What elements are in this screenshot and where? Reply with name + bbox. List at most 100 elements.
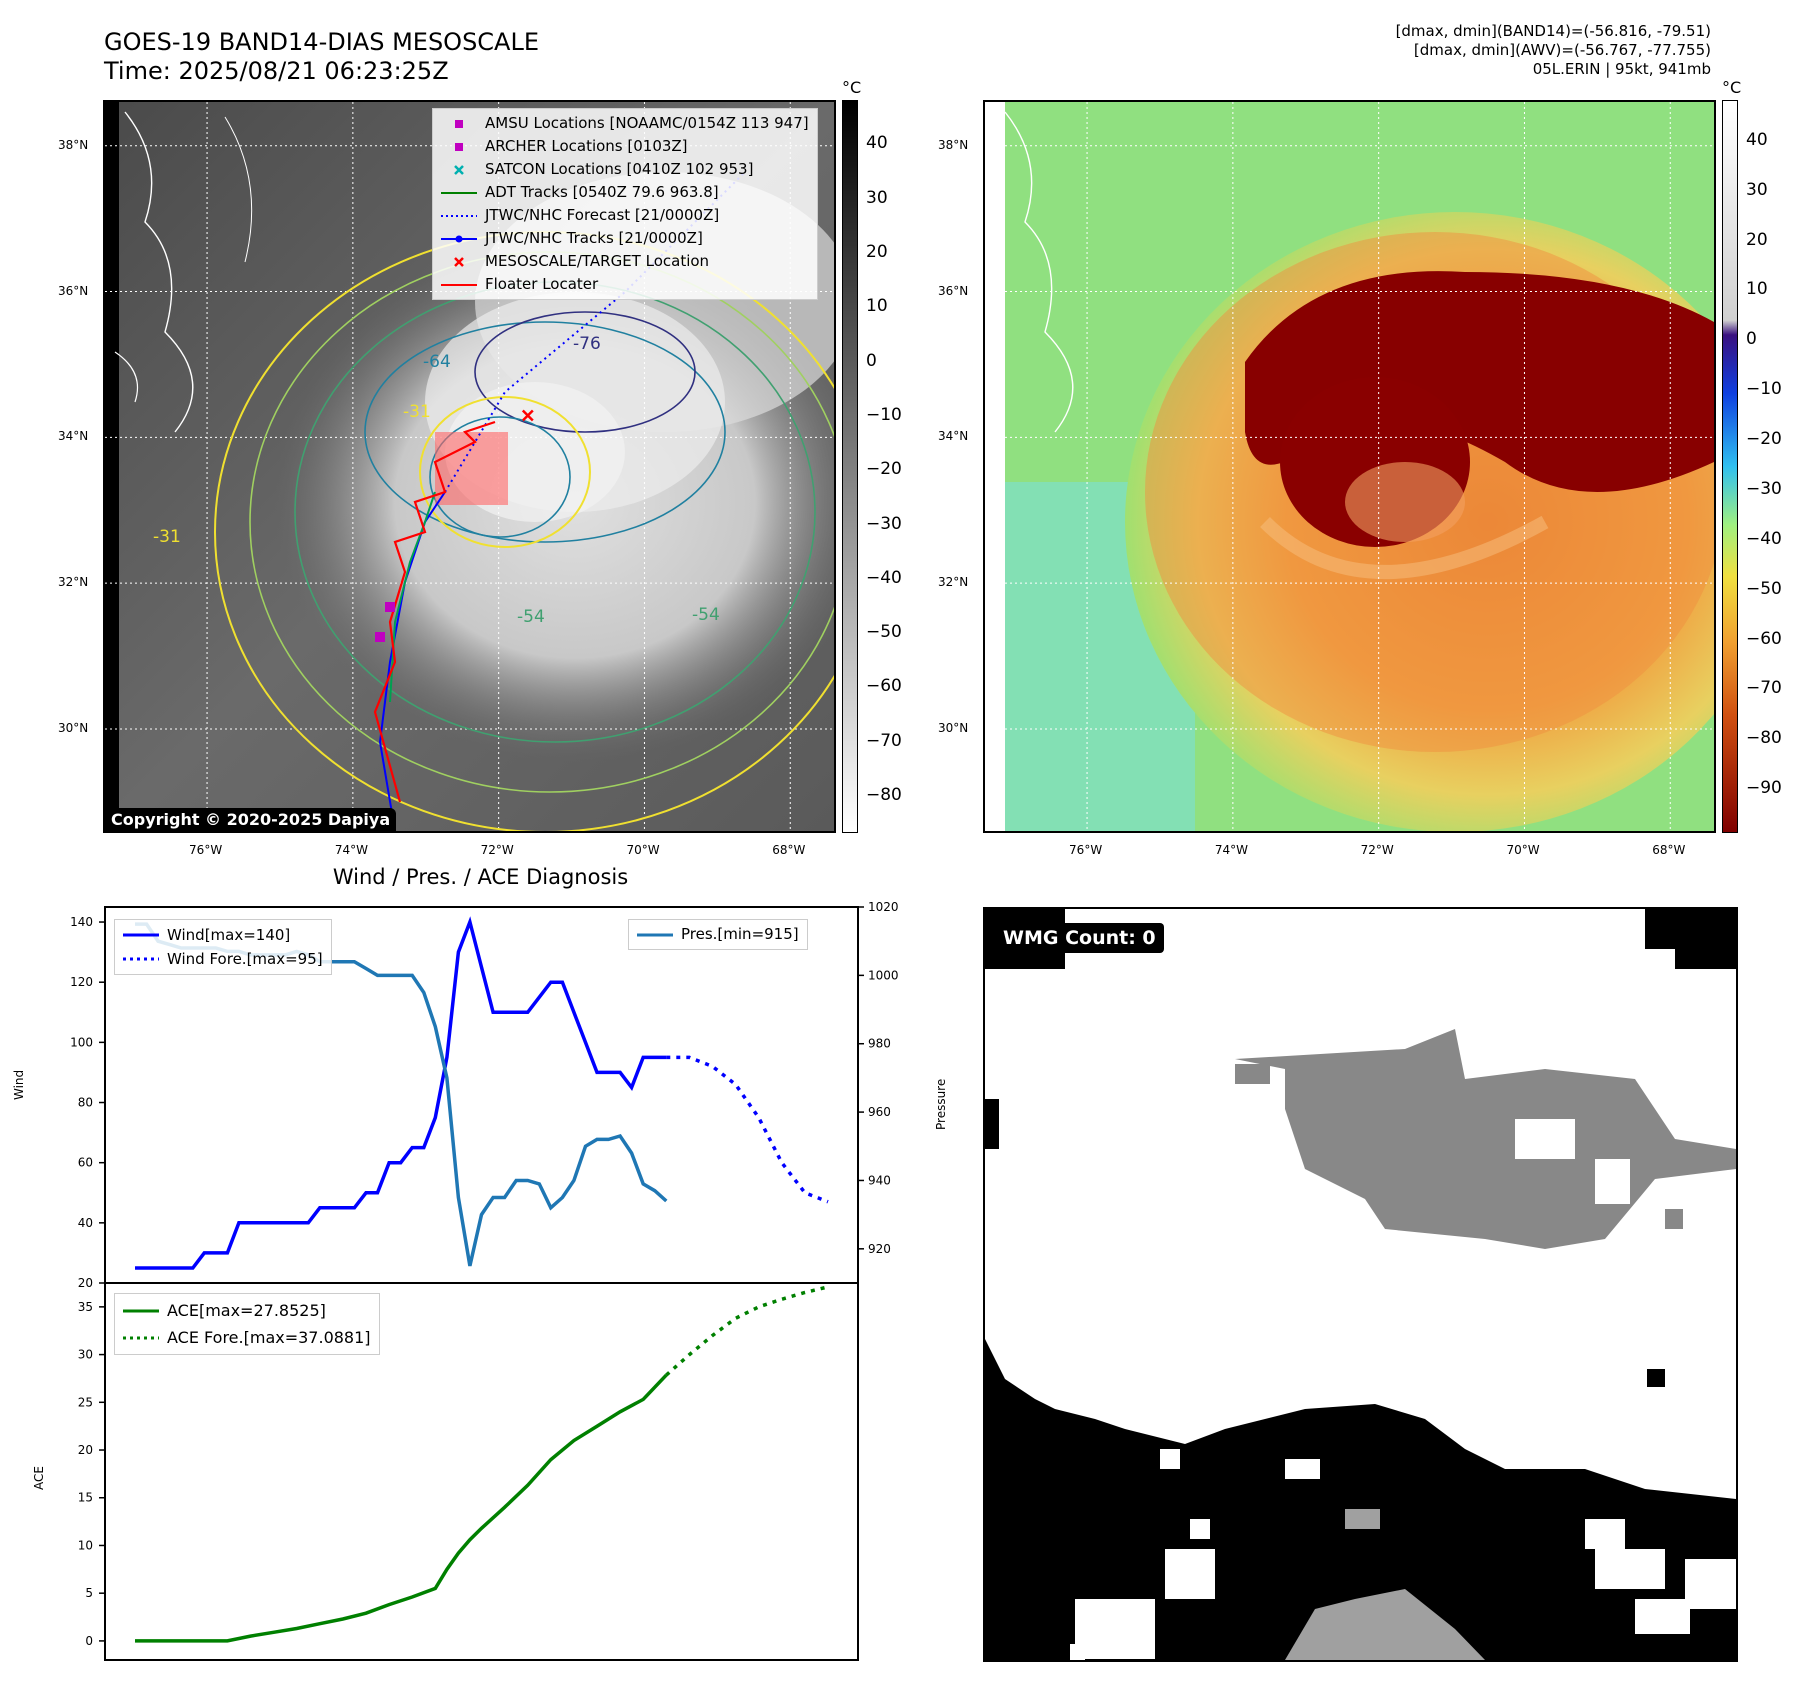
ir-legend-swatch [441,160,477,180]
ir-colorbar [842,100,858,833]
ir-colorbar-tick: 10 [866,296,888,317]
legend-wind-fore-label: Wind Fore.[max=95] [167,950,323,968]
ir-colorbar-tick: −60 [866,676,902,697]
stats-line-1: [dmax, dmin](BAND14)=(-56.816, -79.51) [1395,22,1711,40]
ir-lon-tick: 68°W [772,843,806,857]
tick-label: 1020 [868,900,899,914]
awv-colorbar-tick: −30 [1746,478,1782,499]
ir-legend-swatch [441,252,477,272]
series-line [135,922,668,1267]
legend-ace-label: ACE[max=27.8525] [167,1301,326,1320]
tick-label: 80 [78,1096,93,1110]
ir-tracks [373,171,746,831]
ir-legend-row: MESOSCALE/TARGET Location [441,250,809,273]
stats-line-2: [dmax, dmin](AWV)=(-56.767, -77.755) [1413,41,1711,59]
tick-label: 980 [868,1037,891,1051]
tick-label: 35 [78,1300,93,1314]
ir-legend: AMSU Locations [NOAAMC/0154Z 113 947] ARC… [432,108,818,300]
title-line-1: GOES-19 BAND14-DIAS MESOSCALE [104,28,540,56]
series-line [666,1055,829,1204]
stats-line-3: 05L.ERIN | 95kt, 941mb [1532,60,1711,78]
nhc-track-line [378,491,446,831]
legend-ace: ACE[max=27.8525] [123,1297,371,1324]
ir-lat-tick: 36°N [58,283,89,298]
ir-colorbar-tick: −50 [866,622,902,643]
awv-lat-tick: 34°N [938,429,969,444]
awv-colorbar-tick: 20 [1746,229,1768,250]
legend-wind-fore-swatch [123,949,159,969]
tick-label: 60 [78,1156,93,1170]
ir-colorbar-tick: 40 [866,133,888,154]
ir-colorbar-tick: −30 [866,513,902,534]
awv-map-panel [983,100,1716,833]
awv-colorbar-tick: 0 [1746,329,1757,350]
ir-legend-row: ADT Tracks [0540Z 79.6 963.8] [441,181,809,204]
legend-wind-swatch [123,925,159,945]
contour-label: -64 [423,352,451,372]
ir-colorbar-tick: −80 [866,784,902,805]
ir-legend-row: JTWC/NHC Forecast [21/0000Z] [441,204,809,227]
ir-colorbar-tick: −10 [866,404,902,425]
ir-colorbar-tick: −20 [866,459,902,480]
tick-label: 960 [868,1105,891,1119]
tick-label: 0 [85,1634,93,1648]
contour-label: -31 [403,402,431,422]
awv-lat-tick: 36°N [938,283,969,298]
awv-colorbar-tick: −70 [1746,678,1782,699]
contour-label: -54 [692,605,720,625]
ir-legend-swatch [441,137,477,157]
ir-legend-label: ADT Tracks [0540Z 79.6 963.8] [485,183,719,201]
ir-legend-label: Floater Locater [485,275,599,293]
tick-label: 140 [70,915,93,929]
copyright-badge: Copyright © 2020-2025 Dapiya [105,808,397,831]
ir-legend-swatch [441,183,477,203]
tick-label: 1000 [868,968,899,982]
wmg-image [985,909,1736,1660]
tick-label: 120 [70,975,93,989]
contour-label: -54 [517,607,545,627]
awv-lon-tick: 70°W [1506,843,1540,857]
awv-lat-tick: 30°N [938,720,969,735]
ir-colorbar-tick: 20 [866,242,888,263]
tick-label: 20 [78,1276,93,1290]
ir-contour-labels: -64 -76 -31 -54 -54 -31 [153,334,720,627]
ir-legend-row: ARCHER Locations [0103Z] [441,135,809,158]
legend-pres: Pres.[min=915] [637,923,799,946]
stats-block: [dmax, dmin](BAND14)=(-56.816, -79.51) [… [1396,22,1711,79]
ir-legend-label: ARCHER Locations [0103Z] [485,137,688,155]
legend-ace-fore-label: ACE Fore.[max=37.0881] [167,1328,371,1347]
awv-colorbar-tick: −60 [1746,628,1782,649]
tick-label: 30 [78,1348,93,1362]
legend-ace-fore-swatch [123,1328,159,1348]
wind-legend: Wind[max=140] Wind Fore.[max=95] [114,919,332,975]
awv-lon-tick: 74°W [1214,843,1248,857]
awv-colorbar [1722,100,1738,833]
tick-label: 920 [868,1242,891,1256]
awv-colorbar-tick: −10 [1746,379,1782,400]
ir-lon-tick: 74°W [334,843,368,857]
ir-lon-tick: 72°W [480,843,514,857]
diag-title: Wind / Pres. / ACE Diagnosis [332,865,629,889]
ir-legend-row: AMSU Locations [NOAAMC/0154Z 113 947] [441,112,809,135]
archer-marker [375,632,385,642]
ir-legend-swatch [441,275,477,295]
wmg-panel: WMG Count: 0 [983,907,1738,1662]
series-line [665,1285,829,1377]
legend-ace-fore: ACE Fore.[max=37.0881] [123,1324,371,1351]
ir-lat-tick: 34°N [58,429,89,444]
awv-lon-tick: 76°W [1069,843,1103,857]
tick-label: 940 [868,1173,891,1187]
tick-label: 40 [78,1216,93,1230]
legend-pres-swatch [637,925,673,945]
tick-label: 100 [70,1035,93,1049]
ir-legend-swatch [441,229,477,249]
ir-legend-label: JTWC/NHC Tracks [21/0000Z] [485,229,703,247]
pres-legend: Pres.[min=915] [628,919,808,950]
legend-ace-swatch [123,1301,159,1321]
archer-marker [385,602,395,612]
ir-legend-swatch [441,114,477,134]
ir-legend-label: AMSU Locations [NOAAMC/0154Z 113 947] [485,114,809,132]
legend-pres-label: Pres.[min=915] [681,925,799,943]
tick-label: 15 [78,1491,93,1505]
